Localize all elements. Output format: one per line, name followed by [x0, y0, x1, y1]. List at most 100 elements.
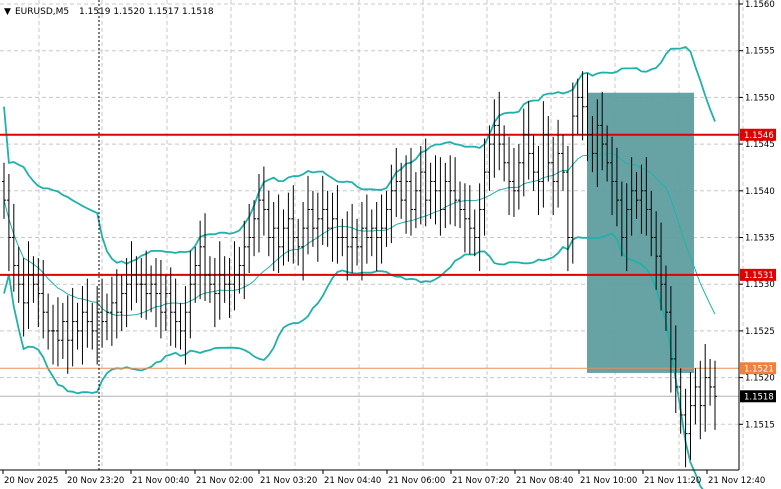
candle — [629, 157, 634, 236]
candle — [41, 259, 46, 339]
candle — [713, 360, 717, 430]
time-tick-label: 21 Nov 08:40 — [516, 476, 573, 486]
candle — [614, 147, 619, 227]
chart-header: ▼ EURUSD,M5 1.1519 1.1520 1.1517 1.1518 — [4, 7, 214, 17]
candle — [595, 99, 600, 188]
candle — [256, 173, 261, 253]
candle — [11, 203, 16, 292]
candle — [237, 246, 242, 294]
candle — [423, 138, 428, 227]
candle — [154, 258, 159, 328]
time-tick-label: 21 Nov 07:20 — [452, 476, 509, 486]
candle — [590, 116, 595, 173]
candle — [698, 360, 703, 440]
candle — [413, 172, 418, 229]
candle — [340, 218, 345, 257]
price-tag-label: 1.1531 — [744, 271, 774, 281]
candle — [252, 200, 257, 257]
candle — [683, 388, 688, 468]
chart-grid — [0, 0, 744, 470]
candle — [565, 145, 570, 272]
candle — [296, 218, 301, 266]
time-tick-label: 21 Nov 00:40 — [132, 476, 189, 486]
candle — [281, 209, 286, 266]
candle — [60, 302, 65, 359]
candle — [575, 78, 580, 135]
price-tag — [740, 128, 776, 141]
candle — [2, 162, 6, 219]
candle — [649, 190, 654, 257]
candle — [693, 368, 698, 425]
price-tick-label: 1.1515 — [745, 420, 775, 430]
candle — [453, 157, 458, 227]
time-axis: 20 Nov 2025 20 Nov 23:20 21 Nov 00:40 21 No… — [2, 470, 765, 486]
candle — [526, 101, 531, 180]
price-tick-label: 1.1550 — [745, 93, 775, 103]
candle — [90, 302, 95, 350]
candle — [26, 241, 31, 330]
price-tag — [740, 268, 776, 281]
candle — [114, 269, 119, 339]
candle — [139, 258, 144, 318]
candle — [394, 147, 399, 217]
candle — [624, 183, 629, 272]
candle — [350, 203, 355, 273]
candle — [276, 194, 281, 273]
candle — [21, 258, 26, 337]
price-tick-label: 1.1545 — [745, 140, 775, 150]
candle — [65, 295, 70, 374]
candle — [668, 286, 673, 393]
time-tick-label: 20 Nov 2025 — [4, 476, 58, 486]
candle — [193, 246, 198, 303]
price-tick-label: 1.1525 — [745, 327, 775, 337]
candle — [673, 325, 678, 414]
candle — [644, 157, 649, 236]
horizontal-levels[interactable] — [0, 133, 739, 397]
candle — [320, 175, 325, 245]
candle — [261, 166, 266, 236]
candle — [188, 250, 193, 339]
candle — [384, 190, 389, 247]
candle — [443, 162, 448, 229]
candle — [605, 125, 610, 182]
candle — [355, 218, 360, 266]
candle — [80, 286, 85, 365]
candle — [462, 183, 467, 253]
candle — [531, 134, 536, 191]
candle — [16, 246, 21, 303]
candle — [51, 304, 56, 365]
price-tag-label: 1.1546 — [744, 131, 774, 141]
time-tick-label: 21 Nov 10:00 — [580, 476, 637, 486]
time-tick-label: 21 Nov 06:00 — [388, 476, 445, 486]
time-tick-label: 20 Nov 23:20 — [67, 476, 124, 486]
price-tick-label: 1.1530 — [745, 280, 775, 290]
candle — [144, 250, 149, 320]
time-tick-label: 21 Nov 04:40 — [324, 476, 381, 486]
candle — [654, 211, 659, 290]
candle — [556, 119, 561, 208]
symbol-timeframe-label: EURUSD,M5 — [15, 7, 69, 17]
candle — [55, 297, 60, 367]
candle — [198, 220, 203, 300]
bollinger-upper — [3, 45, 716, 265]
candle — [109, 276, 114, 346]
candle — [359, 202, 364, 281]
candle — [688, 371, 693, 460]
candle — [100, 278, 105, 348]
candle — [222, 256, 227, 303]
candle — [374, 202, 379, 272]
candle — [134, 256, 139, 303]
candle — [521, 108, 526, 197]
candle — [492, 99, 497, 178]
candle — [291, 185, 296, 264]
candle — [266, 190, 271, 257]
price-tick-label: 1.1520 — [745, 374, 775, 384]
candle — [379, 194, 384, 264]
candle — [708, 358, 713, 406]
candle — [438, 157, 443, 236]
candle — [477, 183, 482, 272]
price-tag-label: 1.1518 — [744, 392, 774, 402]
candle — [85, 278, 90, 348]
collapse-arrow-icon: ▼ — [4, 7, 11, 17]
